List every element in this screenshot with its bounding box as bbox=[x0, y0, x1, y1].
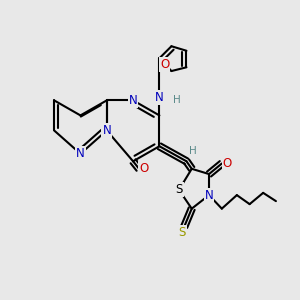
Text: O: O bbox=[223, 157, 232, 170]
Text: S: S bbox=[178, 226, 186, 239]
Text: N: N bbox=[205, 189, 213, 202]
Text: N: N bbox=[155, 91, 164, 104]
Text: S: S bbox=[175, 183, 183, 196]
Text: N: N bbox=[76, 147, 85, 160]
Text: H: H bbox=[189, 146, 196, 156]
Text: O: O bbox=[160, 58, 169, 71]
Text: N: N bbox=[102, 124, 111, 137]
Text: O: O bbox=[139, 162, 148, 175]
Text: N: N bbox=[129, 94, 137, 107]
Text: H: H bbox=[173, 94, 181, 105]
